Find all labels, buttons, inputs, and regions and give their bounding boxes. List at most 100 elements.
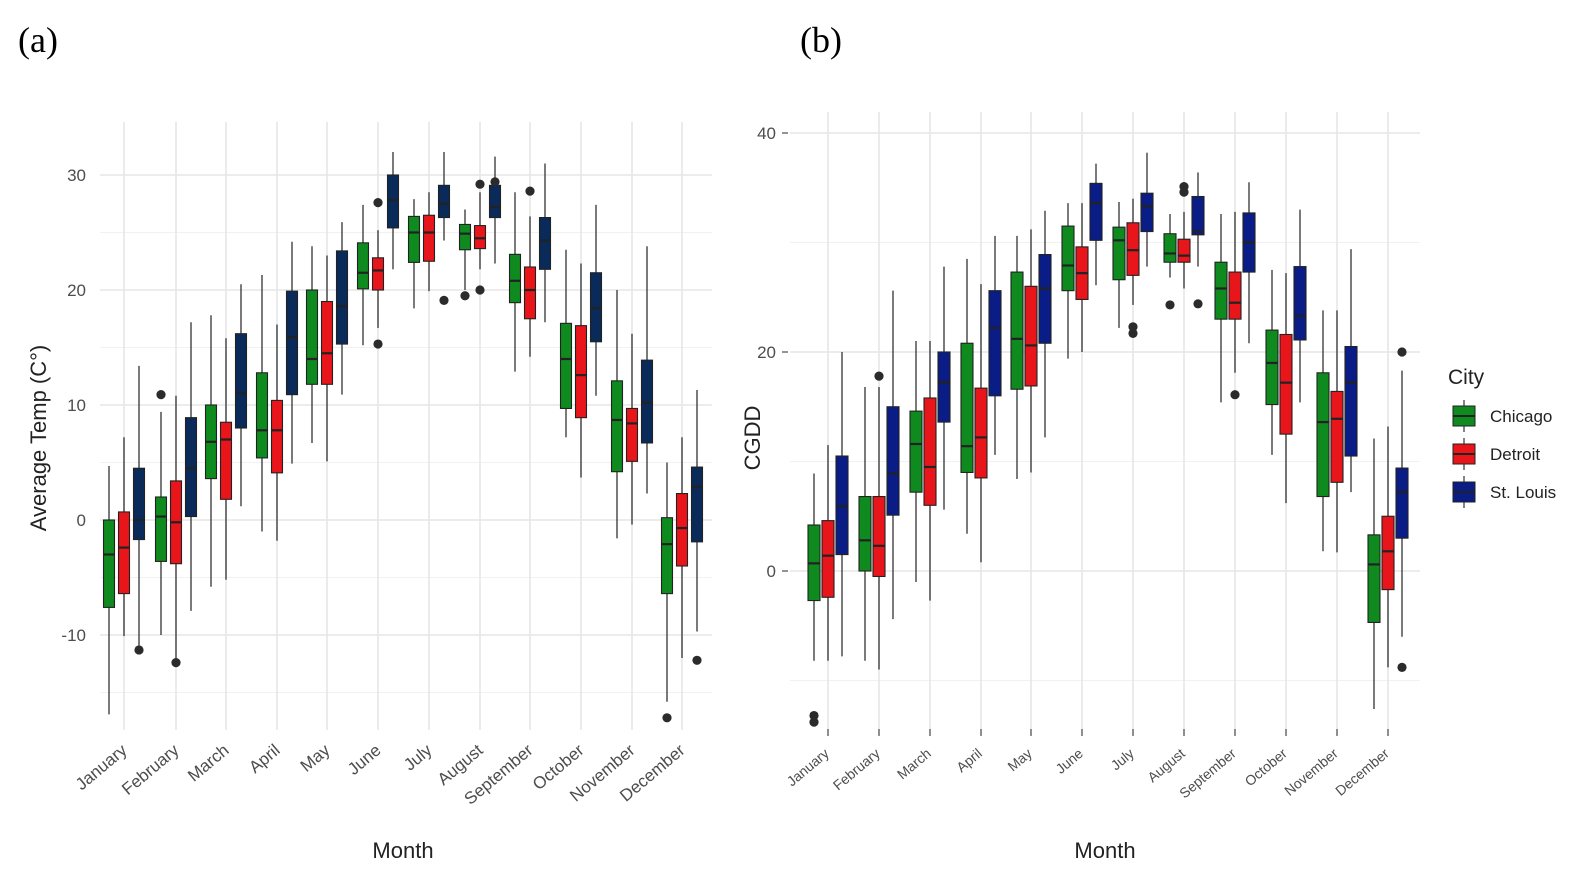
outlier-point	[475, 179, 485, 189]
x-tick-label: January	[783, 745, 831, 789]
box-iqr	[386, 174, 400, 229]
x-tick-label: December	[1332, 745, 1392, 799]
box-iqr	[422, 214, 436, 262]
box-iqr	[458, 223, 472, 251]
boxplot-chicago-july	[407, 199, 421, 309]
box-iqr	[154, 496, 168, 562]
x-tick-label: April	[953, 745, 985, 775]
panel-a-tag: (a)	[18, 20, 58, 60]
boxplot-chicago-may	[1010, 235, 1024, 480]
boxplot-detroit-april	[974, 284, 988, 563]
boxplot-st-louis-november	[1344, 249, 1358, 493]
box-iqr	[371, 257, 385, 291]
boxplot-chicago-june	[1061, 203, 1075, 359]
boxplot-detroit-september	[1228, 211, 1242, 400]
boxplot-chicago-september	[1214, 214, 1228, 403]
legend-item-detroit: Detroit	[1452, 438, 1540, 470]
x-tick-label: February	[118, 740, 183, 799]
panel-b-x-axis-title: Month	[1074, 838, 1135, 863]
boxplot-st-louis-may	[1038, 210, 1052, 438]
boxplot-st-louis-june	[386, 152, 400, 270]
outlier-point	[171, 658, 181, 668]
outlier-point	[490, 177, 500, 187]
box-iqr	[974, 387, 988, 479]
y-tick-label: 10	[67, 396, 86, 415]
box-iqr	[1089, 182, 1103, 241]
boxplot-st-louis-february	[184, 322, 198, 611]
box-iqr	[255, 372, 269, 459]
box-iqr	[508, 253, 522, 304]
box-iqr	[1024, 285, 1038, 387]
box-iqr	[858, 495, 872, 572]
boxplot-chicago-november	[610, 290, 624, 539]
box-iqr	[1395, 467, 1409, 539]
box-iqr	[1293, 266, 1307, 341]
outlier-point	[134, 645, 144, 655]
box-iqr	[1330, 390, 1344, 483]
boxplot-st-louis-october	[589, 204, 603, 396]
box-iqr	[1316, 372, 1330, 498]
x-tick-label: March	[894, 745, 934, 782]
boxplot-st-louis-december	[1395, 347, 1409, 672]
boxplot-chicago-july	[1112, 201, 1126, 328]
box-iqr	[1163, 233, 1177, 263]
boxplot-chicago-february	[858, 387, 872, 661]
boxplot-chicago-september	[508, 192, 522, 372]
box-iqr	[488, 184, 502, 219]
x-tick-label: August	[1144, 745, 1188, 785]
legend-label: St. Louis	[1490, 483, 1556, 502]
legend: City Chicago Detroit St. Louis	[1448, 366, 1556, 508]
boxplot-detroit-april	[270, 324, 284, 541]
boxplot-detroit-february	[169, 395, 183, 668]
box-iqr	[610, 380, 624, 473]
panel-b-tag: (b)	[800, 20, 842, 60]
box-iqr	[1061, 225, 1075, 292]
outlier-point	[1128, 328, 1138, 338]
x-tick-label: February	[830, 745, 883, 793]
boxplot-st-louis-september	[1242, 182, 1256, 344]
boxplot-detroit-october	[574, 263, 588, 478]
panel-a-y-ticks: -10 0 10 20 30	[61, 166, 86, 645]
panel-a-boxes	[102, 152, 704, 723]
outlier-point	[156, 390, 166, 400]
boxplot-st-louis-january	[132, 365, 146, 655]
boxplot-chicago-november	[1316, 310, 1330, 552]
outlier-point	[809, 710, 819, 721]
boxplot-chicago-march	[204, 315, 218, 587]
box-iqr	[690, 466, 704, 543]
boxplot-detroit-june	[371, 198, 385, 349]
box-iqr	[219, 421, 233, 500]
boxplot-detroit-august	[1177, 182, 1191, 289]
box-iqr	[625, 407, 639, 462]
legend-label: Chicago	[1490, 407, 1552, 426]
x-tick-label: March	[184, 741, 232, 786]
panel-a-x-axis-title: Month	[372, 838, 433, 863]
boxplot-chicago-june	[356, 204, 370, 346]
boxplot-chicago-october	[559, 249, 573, 438]
box-iqr	[335, 250, 349, 345]
boxplot-st-louis-august	[1191, 172, 1205, 309]
x-tick-label: September	[1176, 745, 1239, 801]
boxplot-st-louis-may	[335, 222, 349, 395]
box-iqr	[640, 359, 654, 444]
box-iqr	[1265, 329, 1279, 406]
box-iqr	[923, 397, 937, 506]
boxplot-chicago-january	[807, 473, 821, 727]
boxplot-chicago-october	[1265, 269, 1279, 455]
outlier-point	[1230, 390, 1240, 400]
box-iqr	[285, 290, 299, 396]
box-iqr	[1344, 345, 1358, 457]
box-iqr	[1191, 195, 1205, 236]
boxplot-st-louis-april	[285, 241, 299, 464]
boxplot-detroit-january	[821, 445, 835, 661]
x-tick-label: July	[400, 740, 436, 774]
y-tick-label: -10	[61, 626, 86, 645]
legend-label: Detroit	[1490, 445, 1540, 464]
box-iqr	[675, 492, 689, 567]
box-iqr	[886, 406, 900, 516]
outlier-point	[373, 198, 383, 208]
y-tick-label: 40	[757, 124, 776, 143]
box-iqr	[234, 333, 248, 429]
